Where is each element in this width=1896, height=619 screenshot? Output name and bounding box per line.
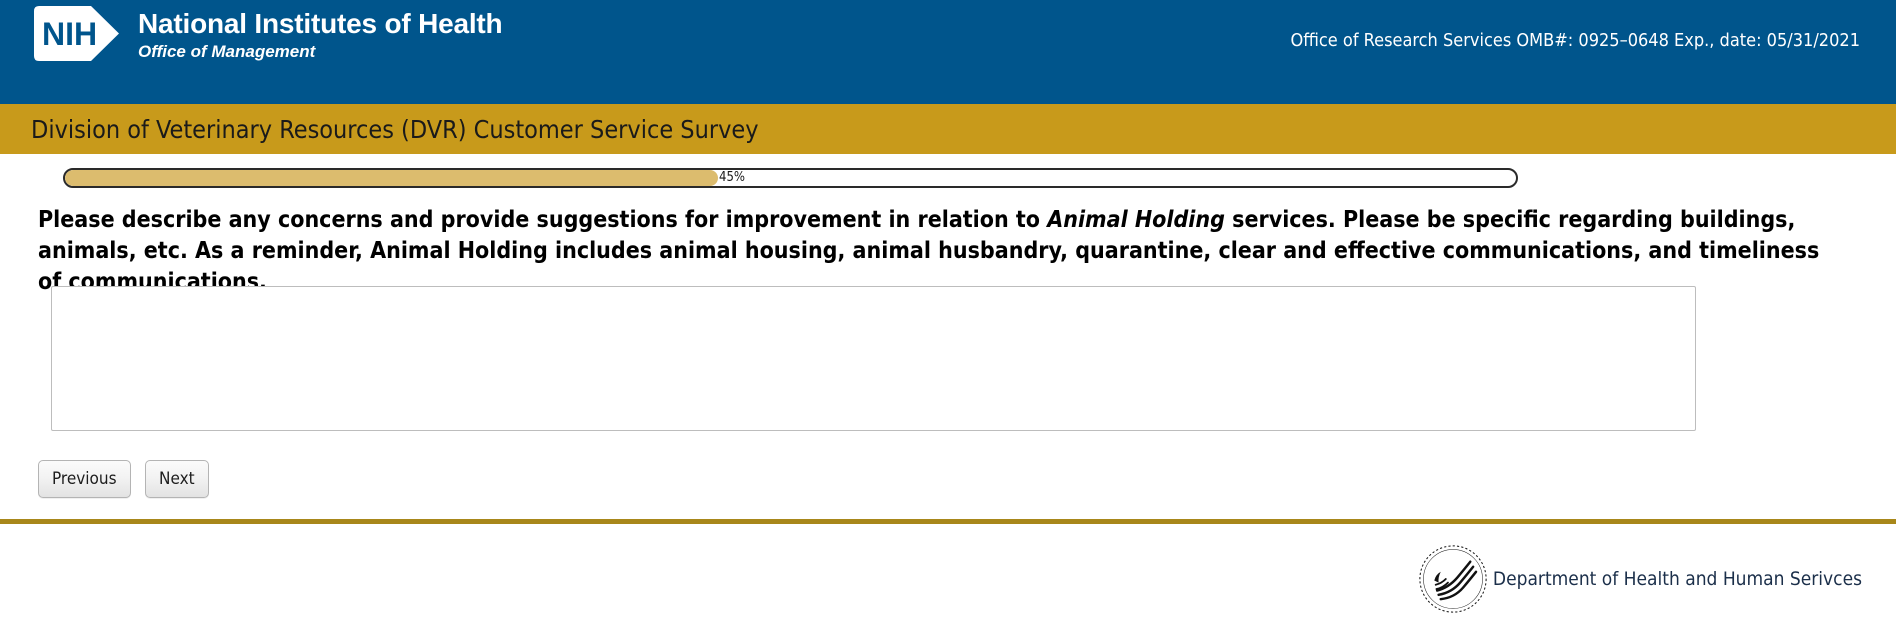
next-button[interactable]: Next	[145, 460, 209, 498]
survey-progress-label: 45%	[719, 170, 745, 185]
agency-titles: National Institutes of Health Office of …	[138, 8, 503, 62]
answer-textarea[interactable]	[51, 286, 1696, 431]
footer-label: Department of Health and Human Serivces	[1492, 568, 1862, 590]
question-text-part2: services. Please be specific regarding b…	[38, 207, 1820, 295]
agency-title: National Institutes of Health	[138, 8, 503, 39]
question-text: Please describe any concerns and provide…	[38, 205, 1828, 298]
navigation-buttons: Previous Next	[38, 460, 219, 498]
omb-notice: Office of Research Services OMB#: 0925–0…	[1290, 30, 1861, 51]
nih-logo-mark-text: NIH	[42, 16, 97, 52]
question-text-part1: Please describe any concerns and provide…	[38, 207, 1048, 233]
page-title: Division of Veterinary Resources (DVR) C…	[31, 115, 759, 144]
footer-branding: Department of Health and Human Serivces	[1417, 543, 1862, 615]
hhs-seal-icon	[1417, 543, 1489, 615]
survey-title-bar: Division of Veterinary Resources (DVR) C…	[0, 104, 1896, 154]
agency-subtitle: Office of Management	[138, 42, 316, 61]
site-header: NIH National Institutes of Health Office…	[0, 0, 1896, 104]
previous-button[interactable]: Previous	[38, 460, 131, 498]
nih-logo-icon[interactable]: NIH	[28, 5, 128, 62]
survey-progress-fill	[65, 170, 718, 186]
question-text-emphasis: Animal Holding	[1047, 207, 1225, 233]
survey-progress-bar	[63, 168, 1518, 188]
footer-divider	[0, 519, 1896, 524]
